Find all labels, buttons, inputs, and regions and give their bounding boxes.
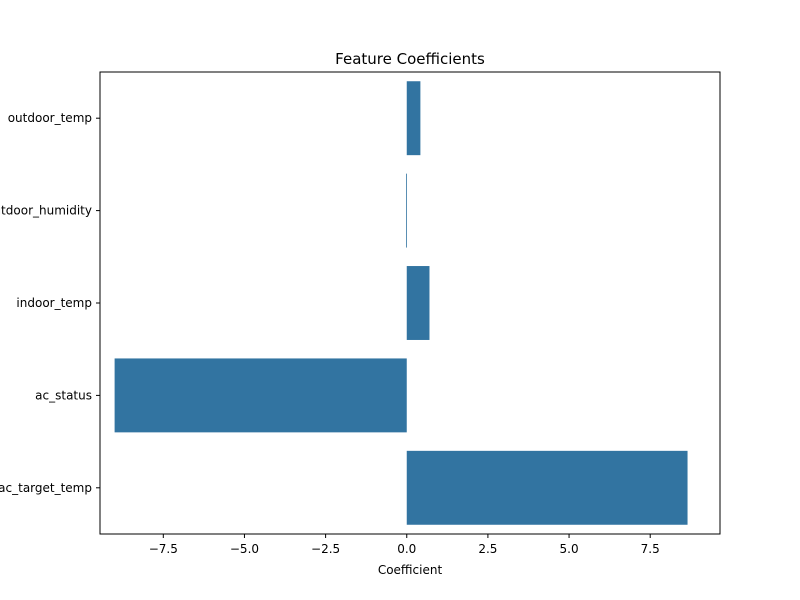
bar-ac-target-temp: [406, 450, 688, 525]
x-axis-ticks: −7.5 −5.0 −2.5 0.0 2.5 5.0 7.5: [149, 534, 660, 556]
x-axis-label: Coefficient: [378, 563, 443, 577]
x-tick-label: 2.5: [478, 542, 497, 556]
bar-ac-status: [114, 358, 407, 433]
y-tick-label: outdoor_temp: [8, 111, 92, 125]
bars-group: [114, 81, 688, 525]
x-tick-label: −2.5: [311, 542, 340, 556]
x-tick-label: 7.5: [641, 542, 660, 556]
x-tick-label: 5.0: [560, 542, 579, 556]
x-tick-label: −5.0: [230, 542, 259, 556]
bar-outdoor-temp: [406, 81, 421, 156]
y-tick-label: indoor_temp: [16, 296, 92, 310]
x-tick-label: −7.5: [149, 542, 178, 556]
y-axis-ticks: outdoor_temp outdoor_humidity indoor_tempa…: [0, 111, 100, 495]
y-tick-label: ac_status: [35, 388, 92, 402]
bar-indoor-temp: [406, 266, 430, 340]
plot-frame: [99, 71, 721, 535]
bar-outdoor-humidity: [406, 173, 407, 248]
y-tick-label: ac_target_temp: [0, 481, 92, 495]
y-tick-label: outdoor_humidity: [0, 204, 92, 218]
chart-title: Feature Coefficients: [335, 50, 485, 68]
x-tick-label: 0.0: [397, 542, 416, 556]
